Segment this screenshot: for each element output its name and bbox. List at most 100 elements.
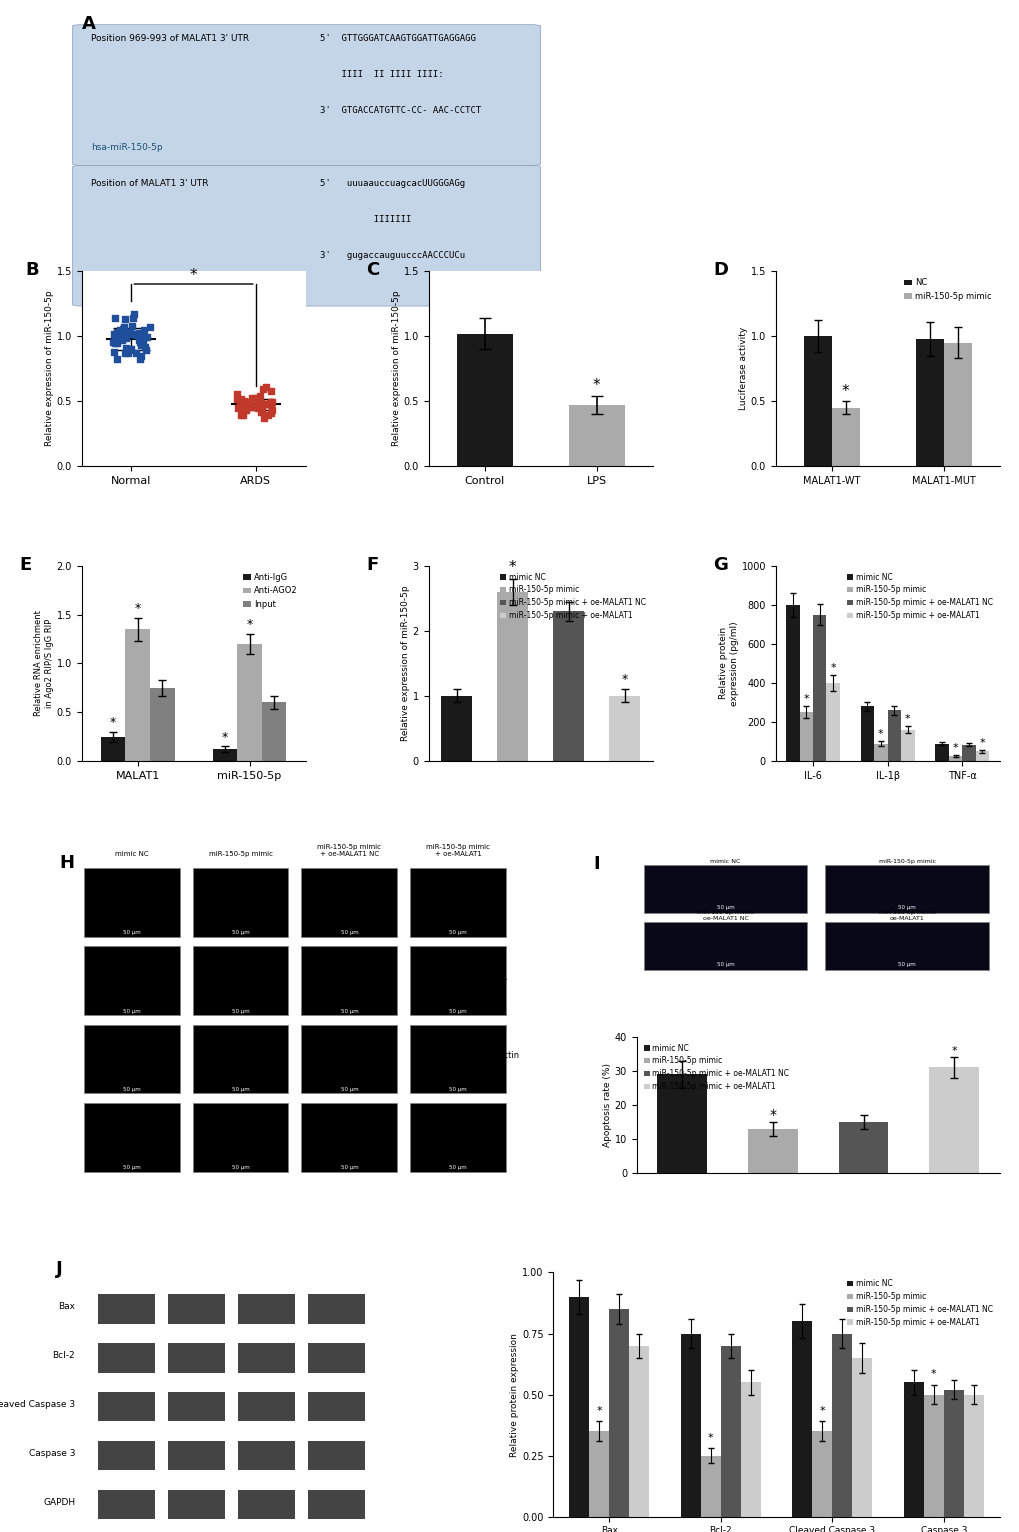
Text: miR-150-5p mimic: miR-150-5p mimic [208, 852, 272, 858]
Bar [786, 605, 799, 761]
Bar [193, 1025, 288, 1094]
Point [253, 397, 269, 421]
Point [259, 403, 275, 427]
Bar [193, 869, 288, 938]
Bar [928, 1068, 978, 1174]
Text: 3'  GTGACCATGTTC-CC- AAC-CCTCT: 3' GTGACCATGTTC-CC- AAC-CCTCT [320, 106, 481, 115]
Legend: mimic NC, miR-150-5p mimic, miR-150-5p mimic + oe-MALAT1 NC, miR-150-5p mimic + : mimic NC, miR-150-5p mimic, miR-150-5p m… [844, 570, 995, 624]
Text: 50 μm: 50 μm [340, 1086, 358, 1092]
Point [255, 392, 271, 417]
Text: *: * [707, 1432, 712, 1443]
Text: GAPDH: GAPDH [43, 1497, 75, 1506]
Text: Bax: Bax [58, 1302, 75, 1311]
Point [237, 397, 254, 421]
Bar [643, 922, 806, 970]
Text: E-selectin: E-selectin [477, 1051, 519, 1060]
Point [248, 386, 264, 411]
Bar [308, 1393, 365, 1422]
Bar [262, 703, 286, 761]
Text: D: D [712, 262, 728, 279]
Point [232, 394, 249, 418]
Bar [803, 336, 830, 466]
Point [122, 320, 139, 345]
Text: J: J [56, 1261, 63, 1278]
Bar [167, 1295, 225, 1324]
Point [116, 340, 132, 365]
Point [254, 394, 270, 418]
Text: 50 μm: 50 μm [231, 1086, 250, 1092]
Bar [943, 343, 971, 466]
Text: *: * [190, 268, 197, 283]
Bar [903, 1382, 923, 1517]
Bar [98, 1442, 155, 1471]
Point [237, 395, 254, 420]
Bar [98, 1489, 155, 1520]
Point [229, 381, 246, 406]
Point [262, 389, 278, 414]
Point [137, 334, 153, 358]
Text: mimic NC: mimic NC [710, 859, 740, 864]
Bar [900, 729, 914, 761]
Bar [308, 1295, 365, 1324]
Point [253, 400, 269, 424]
Point [133, 323, 150, 348]
Text: *: * [930, 1370, 935, 1379]
Point [256, 406, 272, 430]
FancyBboxPatch shape [72, 165, 540, 306]
Point [232, 391, 249, 415]
Bar [308, 1489, 365, 1520]
Bar [792, 1321, 811, 1517]
Text: *: * [877, 729, 882, 738]
Bar [873, 743, 887, 761]
Bar [934, 743, 948, 761]
Point [237, 389, 254, 414]
Point [105, 322, 121, 346]
Text: 50 μm: 50 μm [898, 962, 915, 967]
Bar [825, 683, 839, 761]
Point [142, 316, 158, 340]
Text: *: * [247, 619, 253, 631]
Text: *: * [110, 715, 116, 729]
Text: miR-150-5p mimic
+ oe-MALAT1 NC: miR-150-5p mimic + oe-MALAT1 NC [317, 844, 381, 858]
Text: *: * [951, 1046, 956, 1056]
Text: Bcl-2: Bcl-2 [53, 1351, 75, 1360]
Bar [948, 757, 961, 761]
Text: 50 μm: 50 μm [716, 905, 734, 910]
Point [107, 326, 123, 351]
Text: IIIIIII: IIIIIII [320, 216, 412, 224]
Point [117, 306, 133, 331]
Bar [975, 751, 988, 761]
Point [263, 391, 279, 415]
Y-axis label: Relative expression of miR-150-5p: Relative expression of miR-150-5p [45, 291, 54, 446]
Point [130, 322, 147, 346]
Point [234, 392, 251, 417]
Bar [302, 869, 396, 938]
Y-axis label: Relative expression of miR-150-5p: Relative expression of miR-150-5p [391, 291, 400, 446]
Point [242, 392, 258, 417]
Text: 50 μm: 50 μm [231, 1008, 250, 1014]
Bar [98, 1393, 155, 1422]
Point [258, 375, 274, 400]
Bar [830, 408, 859, 466]
Bar [101, 737, 125, 761]
Point [109, 331, 125, 355]
Bar [193, 1103, 288, 1172]
Text: DAPI: DAPI [477, 895, 497, 904]
Point [133, 345, 150, 369]
Bar [410, 1103, 505, 1172]
Bar [237, 1295, 294, 1324]
Text: 50 μm: 50 μm [340, 930, 358, 936]
Bar [167, 1344, 225, 1373]
Bar [700, 1455, 720, 1517]
Text: B: B [25, 262, 39, 279]
Point [109, 320, 125, 345]
Point [107, 305, 123, 329]
Point [254, 398, 270, 423]
Bar [961, 745, 975, 761]
Text: Position of MALAT1 3' UTR: Position of MALAT1 3' UTR [91, 179, 208, 188]
Point [238, 392, 255, 417]
Bar [84, 1025, 179, 1094]
Y-axis label: Relative protein
expression (pg/ml): Relative protein expression (pg/ml) [718, 620, 738, 706]
Point [255, 377, 271, 401]
Text: 50 μm: 50 μm [898, 905, 915, 910]
